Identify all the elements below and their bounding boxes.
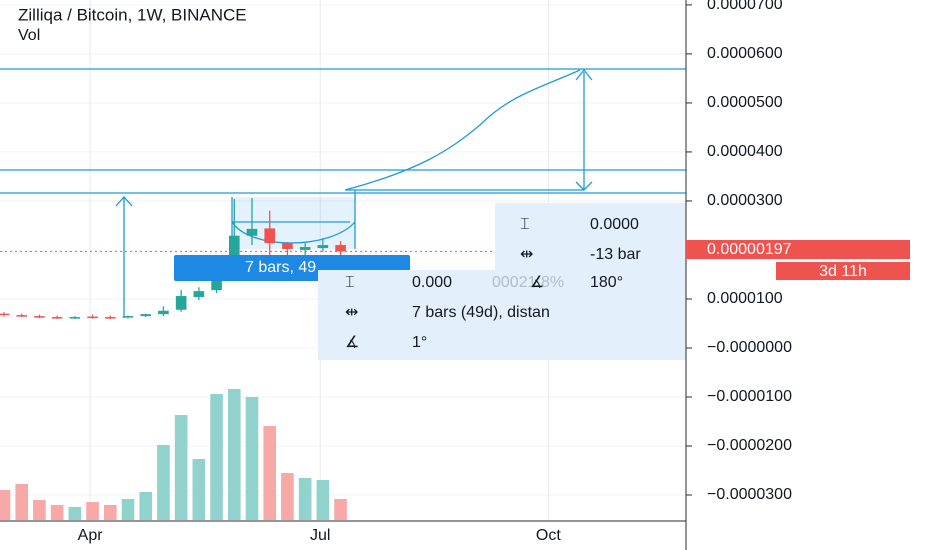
candle-body xyxy=(0,313,10,316)
icon: ⇹ xyxy=(345,304,358,321)
candle-body xyxy=(335,245,346,252)
tooltip-text: 00021 8% xyxy=(492,274,564,291)
y-tick-label: 0.0000300 xyxy=(707,192,783,209)
icon: ⇹ xyxy=(520,246,533,263)
candle-body xyxy=(317,245,329,248)
candle-body xyxy=(16,315,28,317)
bars-label: 7 bars, 49 xyxy=(245,259,316,276)
candle-body xyxy=(104,317,116,319)
candle-body xyxy=(246,228,258,236)
candle-body xyxy=(282,243,293,249)
tooltip-text: 1° xyxy=(412,334,427,351)
volume-bar xyxy=(121,499,135,520)
price-label-box xyxy=(686,240,910,259)
candle-body xyxy=(69,317,81,319)
y-tick-label: −0.0000000 xyxy=(707,339,792,356)
icon: ⌶ xyxy=(345,274,355,291)
candle-body xyxy=(87,316,98,319)
volume-bar xyxy=(0,490,11,520)
volume-bar xyxy=(263,426,277,520)
candle-body xyxy=(140,314,152,317)
volume-label: Vol xyxy=(18,27,40,44)
y-tick-label: 0.0000600 xyxy=(707,45,783,62)
countdown: 3d 11h xyxy=(819,263,867,280)
tooltip-text: 7 bars (49d), distan xyxy=(412,304,550,321)
volume-bar xyxy=(316,480,330,520)
y-tick-label: −0.0000300 xyxy=(707,486,792,503)
volume-bar xyxy=(227,389,241,520)
candle-body xyxy=(193,291,205,298)
tooltip-text: 180° xyxy=(590,274,623,291)
candle-body xyxy=(175,296,187,310)
candle-body xyxy=(158,310,169,315)
countdown-box xyxy=(776,262,910,280)
y-tick-label: 0.0000100 xyxy=(707,290,783,307)
y-tick-label: −0.0000100 xyxy=(707,388,792,405)
volume-bar xyxy=(334,499,347,520)
candle-body xyxy=(122,316,134,318)
volume-bar xyxy=(15,484,29,520)
x-tick-label: Oct xyxy=(536,527,561,544)
candle-body xyxy=(51,317,63,319)
volume-bar xyxy=(86,502,99,520)
volume-bar xyxy=(210,394,223,520)
range-box xyxy=(232,197,355,249)
volume-bar xyxy=(281,473,294,520)
volume-bar xyxy=(139,492,153,520)
candle-body xyxy=(264,228,276,244)
x-tick-label: Apr xyxy=(78,527,104,544)
x-tick-label: Jul xyxy=(310,527,330,544)
trend-curve xyxy=(344,69,581,191)
volume-bar xyxy=(33,500,46,520)
volume-bar xyxy=(174,415,188,520)
volume-bar xyxy=(103,505,117,520)
candle-body xyxy=(34,316,45,318)
icon: ⌶ xyxy=(520,216,530,233)
volume-bar xyxy=(157,445,170,520)
icon: ∡ xyxy=(345,334,359,351)
tooltip-text: 0.000 xyxy=(412,274,452,291)
tooltip-text: 0.0000 xyxy=(590,216,639,233)
tooltip xyxy=(318,270,686,360)
y-tick-label: 0.0000500 xyxy=(707,94,783,111)
arc xyxy=(231,221,356,244)
tooltip-text: -13 bar xyxy=(590,246,641,263)
volume-bar xyxy=(50,505,64,520)
marks xyxy=(0,198,347,520)
chart-title: Zilliqa / Bitcoin, 1W, BINANCE xyxy=(18,5,247,24)
price-label: 0.00000197 xyxy=(707,241,792,258)
volume-bar xyxy=(68,507,82,520)
y-tick-label: 0.0000400 xyxy=(707,143,783,160)
arrow-head xyxy=(115,196,133,207)
y-tick-label: −0.0000200 xyxy=(707,437,792,454)
volume-bar xyxy=(245,397,259,520)
arrow-head xyxy=(575,68,593,191)
volume-bar xyxy=(298,478,312,520)
axis: 0.0000700 0.0000600 0.0000500 0.0000400 0.00… xyxy=(78,0,792,544)
icon: ∡ xyxy=(530,274,544,291)
y-tick-label: 0.0000700 xyxy=(707,0,783,13)
volume-bar xyxy=(192,459,206,520)
candle-body xyxy=(228,235,240,271)
candle-body xyxy=(299,247,311,250)
